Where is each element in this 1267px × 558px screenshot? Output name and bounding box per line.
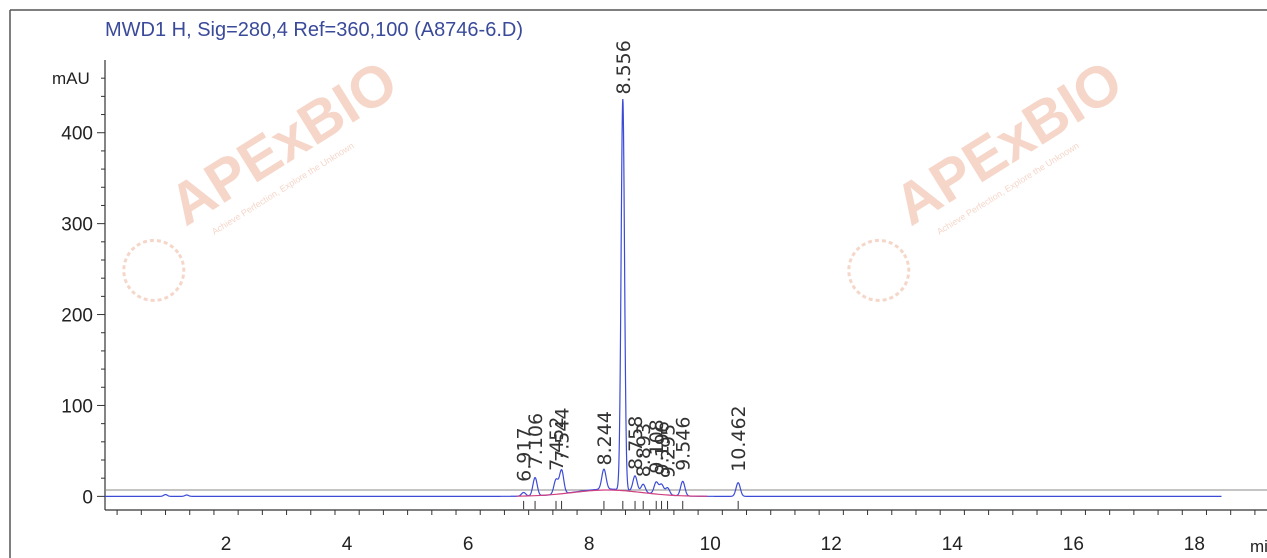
x-axis-ticks: 2 4 6 8 10 12 14 16 18 bbox=[116, 510, 1256, 555]
peak-label: 8.758 bbox=[625, 416, 647, 470]
peak-label: 9.546 bbox=[673, 417, 695, 471]
y-tick-label: 100 bbox=[61, 396, 93, 417]
x-axis-unit-label: min bbox=[1250, 537, 1267, 556]
signal-trace bbox=[105, 98, 1222, 497]
x-tick-label: 8 bbox=[584, 534, 595, 555]
watermark-right: APExBIO Achieve Perfection, Explore the … bbox=[847, 48, 1133, 302]
y-tick-label: 300 bbox=[61, 215, 93, 236]
peak-label: 7.452 bbox=[546, 417, 568, 471]
peak-label: 9.196 bbox=[652, 421, 674, 475]
peak-label: 8.893 bbox=[633, 423, 655, 477]
watermark-logo-icon bbox=[847, 238, 911, 302]
peak-label: 9.295 bbox=[658, 424, 680, 478]
watermark-brand: APExBIO bbox=[158, 48, 408, 238]
x-tick-label: 2 bbox=[221, 534, 232, 555]
watermark-logo-icon bbox=[122, 238, 186, 302]
peak-label: 8.244 bbox=[594, 411, 616, 465]
x-tick-label: 6 bbox=[463, 534, 474, 555]
x-tick-label: 4 bbox=[342, 534, 353, 555]
peak-label: 10.462 bbox=[728, 405, 750, 471]
y-tick-label: 400 bbox=[61, 124, 93, 145]
series-layer bbox=[105, 98, 1222, 497]
peak-label: 8.556 bbox=[613, 40, 635, 94]
peak-label: 6.917 bbox=[514, 427, 536, 481]
y-axis-ticks: 0 100 200 300 400 bbox=[61, 77, 105, 508]
x-tick-label: 16 bbox=[1063, 534, 1084, 555]
x-tick-label: 18 bbox=[1184, 534, 1205, 555]
x-tick-label: 12 bbox=[821, 534, 842, 555]
peak-label: 9.108 bbox=[646, 419, 668, 473]
x-tick-label: 10 bbox=[700, 534, 721, 555]
y-tick-label: 0 bbox=[82, 487, 93, 508]
peak-label: 7.106 bbox=[525, 413, 547, 467]
watermark-brand: APExBIO bbox=[883, 48, 1133, 238]
x-tick-label: 14 bbox=[942, 534, 964, 555]
y-axis-unit-label: mAU bbox=[52, 69, 90, 88]
chart-title: MWD1 H, Sig=280,4 Ref=360,100 (A8746-6.D… bbox=[105, 19, 523, 41]
peak-label: 7.544 bbox=[552, 407, 574, 461]
watermark-left: APExBIO Achieve Perfection, Explore the … bbox=[122, 48, 408, 302]
integration-baseline bbox=[516, 489, 708, 497]
y-tick-label: 200 bbox=[61, 306, 93, 327]
